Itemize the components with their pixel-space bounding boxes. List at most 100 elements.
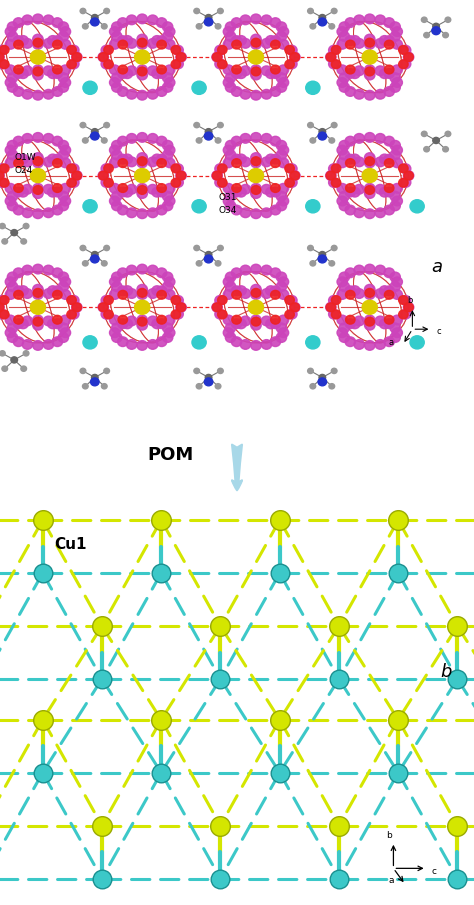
Point	[394, 566, 402, 580]
Circle shape	[337, 277, 347, 287]
Circle shape	[231, 337, 242, 347]
Circle shape	[261, 90, 272, 99]
Circle shape	[225, 323, 236, 333]
Circle shape	[137, 90, 147, 100]
Circle shape	[390, 82, 401, 92]
Circle shape	[82, 138, 88, 143]
Circle shape	[33, 186, 43, 195]
Circle shape	[365, 340, 375, 350]
Circle shape	[365, 157, 374, 166]
Circle shape	[137, 67, 147, 76]
Circle shape	[270, 286, 281, 296]
Circle shape	[0, 177, 7, 187]
Circle shape	[248, 168, 264, 183]
Circle shape	[7, 323, 18, 333]
Circle shape	[163, 32, 173, 42]
Circle shape	[33, 318, 43, 326]
Circle shape	[318, 378, 327, 386]
Circle shape	[109, 65, 120, 74]
Circle shape	[278, 290, 289, 300]
Circle shape	[104, 8, 109, 14]
Circle shape	[384, 87, 394, 96]
Circle shape	[337, 40, 347, 49]
Circle shape	[171, 310, 181, 319]
Circle shape	[251, 340, 261, 350]
Circle shape	[43, 90, 54, 99]
Circle shape	[251, 184, 261, 193]
Circle shape	[137, 186, 147, 195]
Circle shape	[204, 255, 213, 263]
Point	[335, 872, 343, 886]
Circle shape	[72, 302, 82, 312]
Circle shape	[231, 18, 242, 27]
Circle shape	[47, 187, 58, 197]
Circle shape	[14, 158, 23, 167]
Circle shape	[375, 289, 385, 299]
Circle shape	[251, 186, 261, 195]
Circle shape	[421, 131, 427, 137]
Circle shape	[196, 24, 202, 29]
Circle shape	[390, 140, 401, 150]
Circle shape	[331, 45, 341, 54]
Circle shape	[270, 137, 281, 146]
Circle shape	[410, 336, 424, 349]
Circle shape	[337, 78, 347, 88]
Circle shape	[147, 134, 158, 143]
Circle shape	[67, 164, 76, 173]
Circle shape	[326, 52, 336, 62]
Circle shape	[22, 289, 33, 299]
Point	[217, 672, 224, 686]
Circle shape	[392, 40, 402, 49]
Circle shape	[14, 315, 23, 324]
Circle shape	[163, 201, 173, 211]
Circle shape	[331, 60, 341, 69]
Circle shape	[240, 265, 251, 275]
Circle shape	[204, 18, 213, 26]
Circle shape	[375, 185, 385, 194]
Circle shape	[196, 384, 202, 389]
Point	[157, 712, 165, 727]
Circle shape	[137, 65, 147, 74]
Circle shape	[33, 284, 43, 294]
Circle shape	[379, 286, 390, 295]
Circle shape	[218, 164, 227, 173]
Point	[39, 712, 46, 727]
Circle shape	[152, 187, 162, 197]
Circle shape	[101, 164, 111, 174]
Circle shape	[350, 319, 360, 329]
Circle shape	[384, 18, 394, 27]
Circle shape	[194, 8, 200, 14]
Circle shape	[384, 205, 394, 214]
Circle shape	[337, 27, 347, 36]
Circle shape	[13, 286, 24, 296]
Circle shape	[164, 277, 175, 287]
Circle shape	[379, 319, 390, 329]
Circle shape	[337, 290, 347, 300]
Circle shape	[7, 272, 18, 281]
Circle shape	[111, 323, 122, 333]
Circle shape	[22, 265, 33, 275]
Circle shape	[147, 289, 158, 299]
Circle shape	[365, 315, 375, 325]
Circle shape	[365, 186, 374, 195]
Circle shape	[384, 187, 394, 197]
Circle shape	[390, 201, 401, 211]
Circle shape	[212, 171, 222, 180]
Circle shape	[375, 208, 385, 217]
Circle shape	[137, 71, 147, 80]
Circle shape	[33, 34, 43, 43]
Circle shape	[137, 14, 147, 24]
Circle shape	[156, 268, 167, 278]
Point	[454, 818, 461, 833]
Circle shape	[354, 185, 365, 194]
Circle shape	[22, 134, 33, 143]
Circle shape	[362, 168, 377, 183]
Circle shape	[58, 140, 69, 150]
Circle shape	[251, 34, 261, 43]
Circle shape	[101, 59, 111, 69]
Circle shape	[67, 178, 76, 187]
Circle shape	[33, 315, 43, 325]
Circle shape	[122, 286, 133, 295]
Circle shape	[164, 328, 175, 338]
Circle shape	[205, 375, 212, 380]
